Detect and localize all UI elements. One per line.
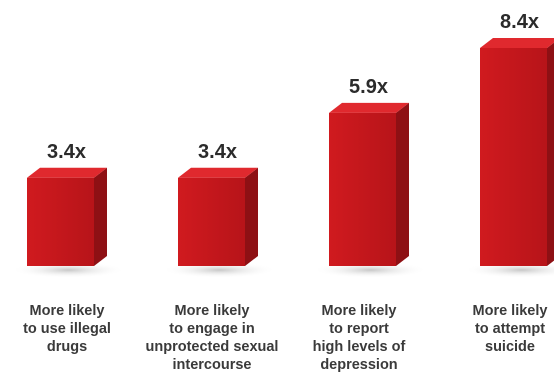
category-label-3-line-3: high levels of bbox=[313, 339, 406, 355]
bar-front-1 bbox=[27, 177, 94, 266]
category-label-2-line-3: unprotected sexual bbox=[146, 339, 279, 355]
bar-top-1 bbox=[27, 167, 107, 178]
category-label-2-line-4: intercourse bbox=[173, 357, 252, 373]
bar-front-4 bbox=[480, 48, 547, 266]
bar-front-2 bbox=[178, 177, 245, 266]
category-label-1-line-2: to use illegal bbox=[23, 321, 111, 337]
bar-shadow-4 bbox=[464, 262, 554, 278]
category-label-1: More likely to use illegal drugs bbox=[23, 303, 111, 355]
bar-top-2 bbox=[178, 167, 258, 178]
bar-2 bbox=[162, 167, 277, 278]
category-label-3-line-1: More likely bbox=[322, 303, 397, 319]
labels-layer: 3.4x More likely to use illegal drugs 3.4x Mo… bbox=[23, 11, 547, 373]
bar-side-1 bbox=[94, 167, 107, 266]
category-label-1-line-3: drugs bbox=[47, 339, 87, 355]
value-label-4: 8.4x bbox=[500, 11, 539, 33]
bar-side-4 bbox=[547, 42, 554, 266]
category-label-2-line-1: More likely bbox=[175, 303, 250, 319]
category-label-4-line-1: More likely bbox=[473, 303, 548, 319]
category-label-3-line-2: to report bbox=[329, 321, 389, 337]
bar-top-4 bbox=[480, 38, 554, 48]
category-label-2: More likely to engage in unprotected sexua… bbox=[146, 303, 279, 373]
bar-3 bbox=[313, 102, 428, 278]
category-label-4-line-3: suicide bbox=[485, 339, 535, 355]
bar-front-3 bbox=[329, 112, 396, 266]
value-label-3: 5.9x bbox=[349, 76, 388, 98]
bar-side-3 bbox=[396, 102, 409, 266]
value-label-2: 3.4x bbox=[198, 141, 237, 163]
bars-layer bbox=[11, 38, 554, 278]
bar-4 bbox=[464, 38, 554, 278]
category-label-2-line-2: to engage in bbox=[169, 321, 254, 337]
category-label-4-line-2: to attempt bbox=[475, 321, 545, 337]
bar-1 bbox=[11, 167, 126, 278]
category-label-3-line-4: depression bbox=[320, 357, 397, 373]
bar-side-2 bbox=[245, 167, 258, 266]
value-label-1: 3.4x bbox=[47, 141, 86, 163]
bar-top-3 bbox=[329, 102, 409, 113]
category-label-4: More likely to attempt suicide bbox=[473, 303, 548, 355]
category-label-1-line-1: More likely bbox=[30, 303, 105, 319]
category-label-3: More likely to report high levels of depres… bbox=[313, 303, 406, 373]
